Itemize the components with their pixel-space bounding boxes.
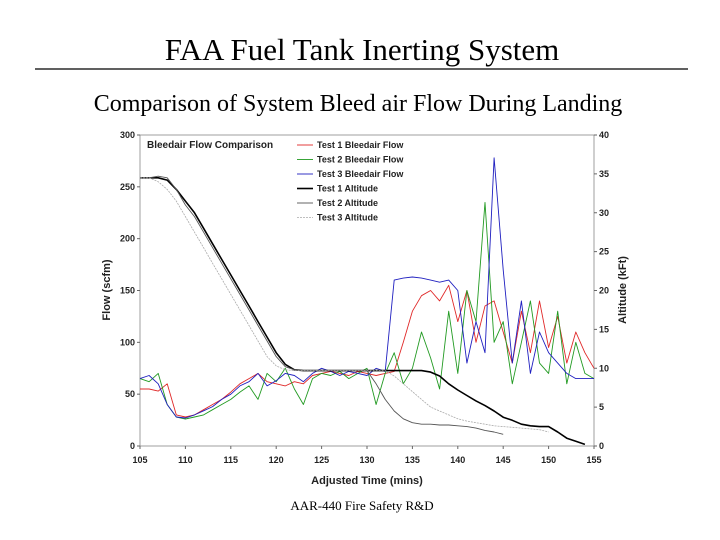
x-tick-label: 155 [586, 455, 601, 465]
chart-title: Bleedair Flow Comparison [147, 140, 273, 151]
legend-label: Test 3 Bleedair Flow [317, 169, 404, 179]
y-tick-label: 250 [120, 182, 135, 192]
y2-tick-label: 20 [599, 286, 609, 296]
footer: AAR-440 Fire Safety R&D [290, 498, 433, 513]
slide-subtitle: Comparison of System Bleed air Flow Duri… [94, 91, 623, 117]
plot-area [139, 134, 595, 447]
y2-tick-label: 5 [599, 402, 604, 412]
series-line [139, 157, 594, 419]
y-tick-label: 200 [120, 234, 135, 244]
x-tick-label: 130 [359, 455, 374, 465]
x-tick-label: 140 [450, 455, 465, 465]
y2-axis-label: Altitude (kFt) [617, 256, 629, 324]
legend-label: Test 1 Altitude [317, 184, 378, 194]
x-tick-label: 105 [132, 455, 147, 465]
x-tick-label: 125 [314, 455, 329, 465]
y-axis-label: Flow (scfm) [101, 259, 113, 320]
x-tick-label: 110 [178, 455, 193, 465]
y2-tick-label: 30 [599, 208, 609, 218]
y-tick-label: 50 [125, 389, 135, 399]
legend-label: Test 2 Altitude [317, 198, 378, 208]
y2-tick-label: 35 [599, 169, 609, 179]
x-axis-label: Adjusted Time (mins) [311, 475, 423, 487]
legend-label: Test 3 Altitude [317, 213, 378, 223]
y-tick-label: 100 [120, 337, 135, 347]
y2-tick-label: 25 [599, 247, 609, 257]
y2-tick-label: 0 [599, 441, 604, 451]
marks: 0 50 100 150 200 250 300 0 5 10 15 20 25 30 35 40 105 110… [120, 130, 609, 465]
legend-label: Test 1 Bleedair Flow [317, 140, 404, 150]
series-line [140, 175, 504, 435]
x-tick-label: 150 [541, 455, 556, 465]
slide-title: FAA Fuel Tank Inerting System [165, 32, 560, 67]
x-tick-label: 145 [496, 455, 511, 465]
x-tick-label: 135 [405, 455, 420, 465]
series-line [140, 284, 595, 418]
legend-label: Test 2 Bleedair Flow [317, 155, 404, 165]
y-tick-label: 300 [120, 130, 135, 140]
series-line [139, 201, 595, 420]
y2-tick-label: 15 [599, 324, 609, 334]
y2-tick-label: 10 [599, 363, 609, 373]
y2-tick-label: 40 [599, 130, 609, 140]
y-tick-label: 150 [120, 286, 135, 296]
y-tick-label: 0 [130, 441, 135, 451]
series-line [140, 177, 549, 433]
x-tick-label: 120 [269, 455, 284, 465]
x-tick-label: 115 [224, 455, 239, 465]
